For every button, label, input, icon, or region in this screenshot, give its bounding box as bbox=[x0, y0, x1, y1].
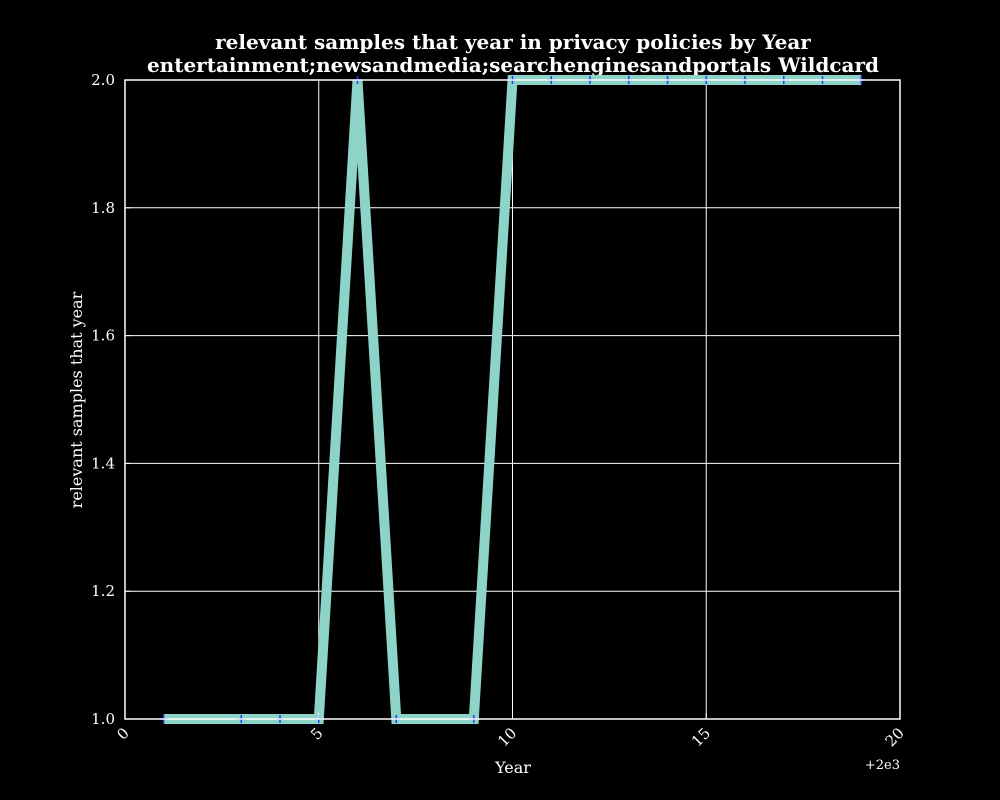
chart-subtitle: entertainment;newsandmedia;searchengines… bbox=[147, 53, 879, 77]
x-tick-label: 0 bbox=[113, 724, 132, 743]
y-tick-label: 1.2 bbox=[91, 582, 115, 600]
chart-title: relevant samples that year in privacy po… bbox=[215, 30, 811, 54]
x-tick-label: 15 bbox=[688, 724, 714, 750]
x-tick-label: 10 bbox=[494, 724, 520, 750]
y-axis-label: relevant samples that year bbox=[67, 291, 86, 508]
y-tick-label: 2.0 bbox=[91, 71, 115, 89]
y-tick-label: 1.0 bbox=[91, 710, 115, 728]
grid-lines bbox=[124, 79, 901, 720]
x-axis-offset-label: +2e3 bbox=[865, 758, 900, 773]
axis-ticks: 0 5 10 15 20 1.0 1.2 1.4 1.6 1.8 2.0 bbox=[91, 71, 908, 750]
y-tick-label: 1.4 bbox=[91, 454, 115, 472]
x-axis-label: Year bbox=[494, 758, 531, 777]
x-tick-label: 5 bbox=[307, 724, 326, 743]
y-tick-label: 1.6 bbox=[91, 327, 115, 345]
y-tick-label: 1.8 bbox=[91, 199, 115, 217]
x-tick-label: 20 bbox=[882, 724, 908, 750]
